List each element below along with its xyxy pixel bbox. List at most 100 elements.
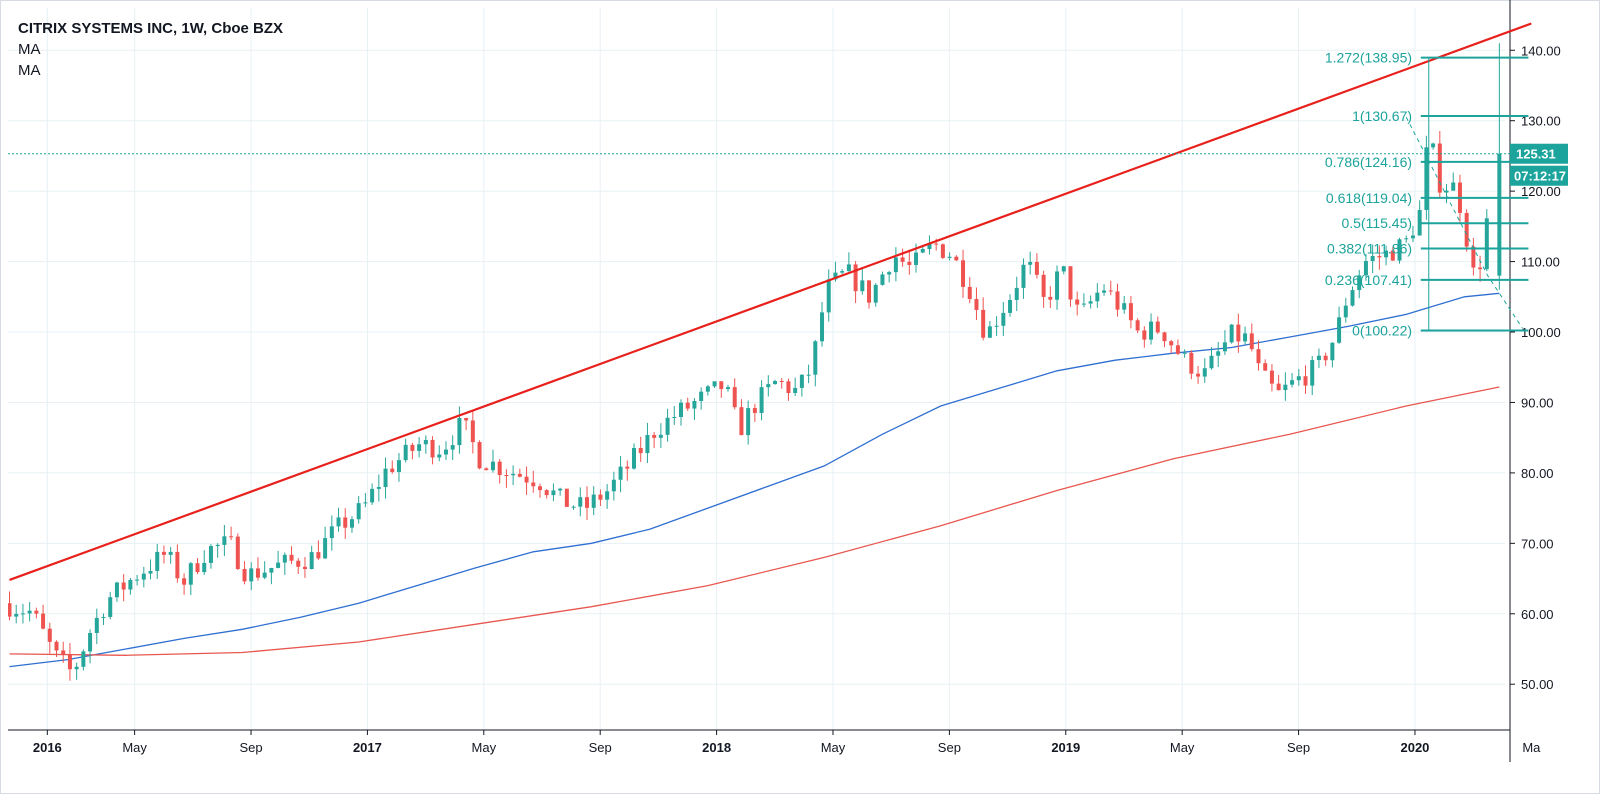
- candle-body: [793, 387, 798, 393]
- candle-up: [1417, 200, 1422, 236]
- time-tick-label: 2019: [1051, 740, 1080, 755]
- candle-body: [390, 468, 395, 473]
- candle-body: [860, 280, 865, 292]
- candle-body: [994, 325, 999, 327]
- candle-body: [262, 572, 267, 578]
- candle-body: [1189, 352, 1194, 374]
- candle-up: [396, 453, 401, 482]
- candle-body: [1497, 153, 1502, 276]
- candle-down: [853, 261, 858, 304]
- candle-down: [182, 573, 187, 595]
- candle-body: [1041, 274, 1046, 297]
- candle-body: [517, 473, 522, 477]
- candle-body: [1243, 333, 1248, 342]
- price-axis: 50.00 60.00 70.00 80.00 90.00 100.00 110.00 120…: [1510, 43, 1561, 692]
- candle-body: [914, 252, 919, 265]
- candle-body: [155, 551, 160, 571]
- candle-up: [813, 339, 818, 387]
- ma-legend-1[interactable]: MA: [18, 41, 41, 58]
- candle-body: [873, 284, 878, 303]
- candle-body: [182, 578, 187, 585]
- time-tick-label: Sep: [938, 740, 961, 755]
- candle-down: [1464, 209, 1469, 252]
- candle-body: [833, 272, 838, 280]
- candle-down: [900, 248, 905, 267]
- symbol-title[interactable]: CITRIX SYSTEMS INC, 1W, Cboe BZX: [18, 20, 284, 37]
- candle-up: [712, 381, 717, 389]
- candle-body: [880, 274, 885, 285]
- candle-body: [289, 554, 294, 561]
- candle-down: [61, 641, 66, 663]
- candle-body: [363, 502, 368, 504]
- candle-up: [376, 474, 381, 502]
- candle-up: [645, 422, 650, 464]
- candle-body: [490, 461, 495, 471]
- candle-down: [1323, 352, 1328, 366]
- candle-body: [1296, 376, 1301, 381]
- candle-up: [1102, 284, 1107, 296]
- candle-body: [726, 387, 731, 390]
- candle-body: [161, 551, 166, 555]
- candle-down: [967, 277, 972, 304]
- candle-up: [1290, 372, 1295, 388]
- candle-down: [1249, 323, 1254, 352]
- candle-body: [114, 582, 119, 598]
- candle-body: [202, 562, 207, 573]
- candle-down: [940, 243, 945, 259]
- chart-legend: CITRIX SYSTEMS INC, 1W, Cboe BZX MA MA: [18, 18, 283, 81]
- candle-body: [175, 551, 180, 579]
- candle-down: [732, 378, 737, 410]
- candle-down: [504, 469, 509, 488]
- candle-body: [699, 391, 704, 401]
- candle-body: [88, 632, 93, 652]
- candle-body: [168, 551, 173, 555]
- candle-up: [269, 567, 274, 585]
- grid-lines: [8, 8, 1505, 730]
- candle-up: [1370, 244, 1375, 274]
- ma-legend-2[interactable]: MA: [18, 62, 41, 79]
- candle-up: [1243, 326, 1248, 345]
- candle-body: [1149, 321, 1154, 340]
- candle-down: [1276, 374, 1281, 391]
- candle-body: [27, 610, 32, 614]
- candle-body: [900, 257, 905, 262]
- candle-body: [437, 454, 442, 458]
- candle-body: [826, 279, 831, 313]
- candle-down: [1478, 255, 1483, 282]
- candle-up: [766, 375, 771, 397]
- candle-body: [1182, 352, 1187, 354]
- candle-up: [773, 379, 778, 385]
- candle-body: [645, 435, 650, 454]
- candle-body: [672, 417, 677, 419]
- candle-down: [954, 255, 959, 261]
- candle-body: [719, 381, 724, 390]
- candle-up: [262, 561, 267, 580]
- candle-body: [584, 497, 589, 508]
- candle-down: [161, 545, 166, 564]
- candle-body: [712, 381, 717, 387]
- candle-body: [920, 249, 925, 253]
- candle-body: [940, 244, 945, 258]
- candle-up: [1397, 237, 1402, 264]
- candle-up: [490, 449, 495, 473]
- candle-body: [1075, 299, 1080, 305]
- candle-up: [726, 384, 731, 392]
- candle-body: [1263, 363, 1268, 371]
- candle-up: [578, 487, 583, 517]
- candle-up: [746, 400, 751, 445]
- fibonacci-extension: 1.272(138.95) 1(130.67) 0.786(124.16) 0.618…: [1325, 50, 1529, 338]
- candle-up: [101, 613, 106, 626]
- candle-up: [558, 487, 563, 496]
- candle-body: [618, 466, 623, 480]
- candle-body: [1001, 312, 1006, 326]
- candle-body: [511, 473, 516, 476]
- candle-body: [34, 610, 39, 614]
- candle-down: [296, 558, 301, 574]
- candle-body: [484, 468, 489, 471]
- candle-up: [417, 437, 422, 458]
- candle-body: [1256, 349, 1261, 364]
- candle-down: [537, 483, 542, 498]
- candle-body: [1102, 290, 1107, 293]
- candle-down: [47, 622, 52, 654]
